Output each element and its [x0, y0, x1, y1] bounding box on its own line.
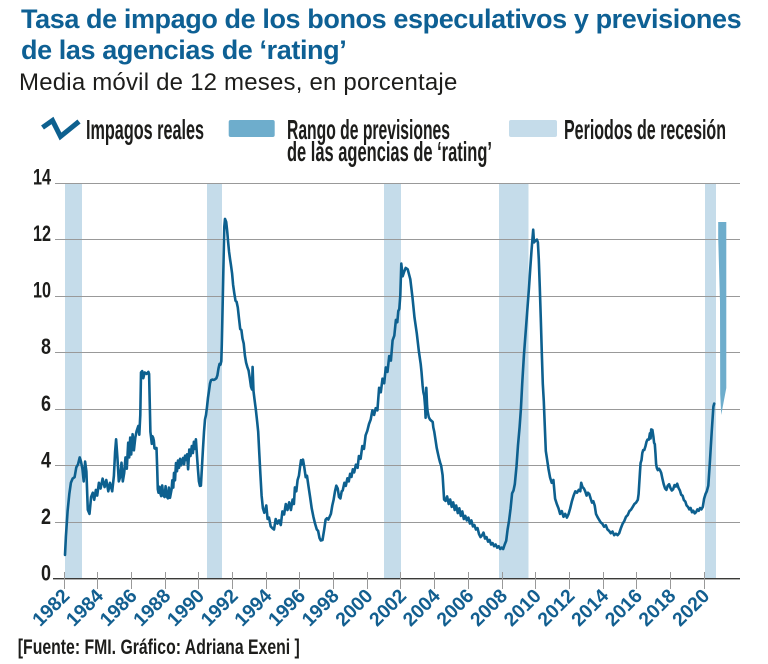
svg-text:1988: 1988	[129, 585, 175, 631]
svg-text:1982: 1982	[28, 585, 74, 631]
svg-text:de las agencias de ‘rating’: de las agencias de ‘rating’	[287, 136, 492, 167]
svg-text:2014: 2014	[567, 585, 613, 631]
svg-text:[Fuente: FMI. Gráfico: Adriana: [Fuente: FMI. Gráfico: Adriana Exeni ]	[18, 636, 300, 659]
svg-text:12: 12	[33, 221, 51, 246]
svg-text:Rango de previsiones: Rango de previsiones	[287, 114, 450, 145]
svg-text:2: 2	[41, 504, 51, 529]
svg-text:8: 8	[41, 334, 51, 359]
svg-text:1998: 1998	[298, 585, 344, 631]
svg-text:1996: 1996	[264, 585, 310, 631]
svg-text:2004: 2004	[399, 585, 445, 631]
svg-text:2018: 2018	[634, 585, 680, 631]
svg-text:2016: 2016	[601, 585, 647, 631]
svg-text:2000: 2000	[331, 585, 377, 631]
svg-text:2020: 2020	[668, 585, 714, 631]
svg-text:1990: 1990	[163, 585, 209, 631]
svg-text:Impagos reales: Impagos reales	[86, 114, 204, 145]
svg-text:1984: 1984	[62, 585, 108, 631]
svg-text:2008: 2008	[466, 585, 512, 631]
svg-text:2002: 2002	[365, 585, 411, 631]
svg-text:2012: 2012	[533, 585, 579, 631]
svg-text:2010: 2010	[500, 585, 546, 631]
svg-text:Periodos de recesión: Periodos de recesión	[564, 114, 726, 145]
svg-text:14: 14	[33, 165, 52, 190]
svg-text:4: 4	[41, 447, 52, 472]
svg-text:1986: 1986	[96, 585, 142, 631]
svg-text:2006: 2006	[432, 585, 478, 631]
svg-text:0: 0	[41, 561, 51, 586]
svg-text:6: 6	[41, 391, 51, 416]
svg-text:10: 10	[33, 278, 51, 303]
svg-text:1992: 1992	[197, 585, 243, 631]
svg-text:1994: 1994	[230, 585, 276, 631]
